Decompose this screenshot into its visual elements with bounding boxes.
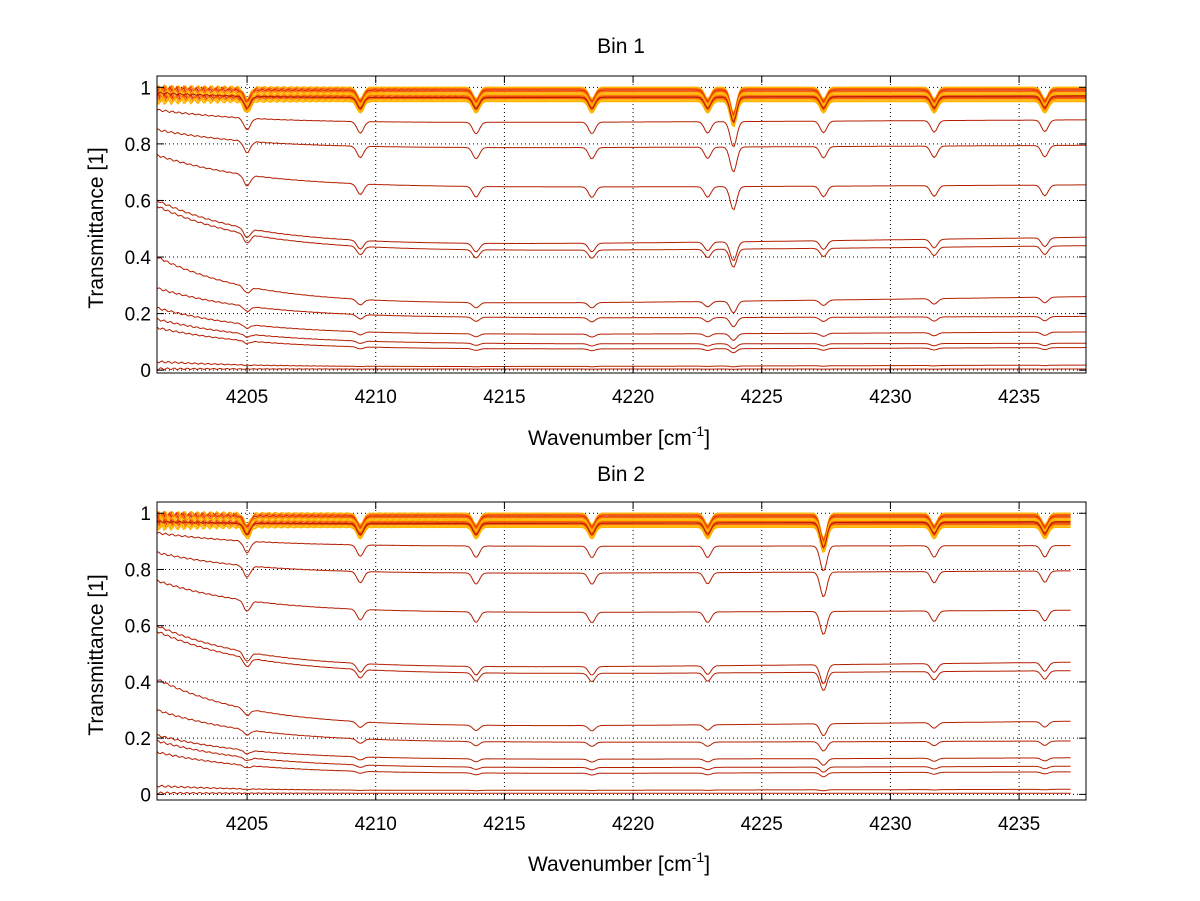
x-tick-label: 4235 [998,387,1040,408]
spectrum-line [156,97,1086,128]
y-tick-label: 0.4 [125,673,152,694]
spectrum-line [157,257,1086,314]
spectrum-line [156,784,1071,792]
x-tick-label: 4220 [612,387,654,408]
spectrum-line [156,520,1071,551]
x-tick-label: 4235 [998,814,1040,835]
spectrum-line [156,367,1086,371]
chart-title: Bin 1 [597,35,645,58]
x-tick-label: 4205 [226,387,268,408]
x-tick-label: 4215 [483,387,525,408]
spectrum-line [156,750,1071,778]
chart-panel-bin-2: Bin 2 4205 4210 4215 4220 4225 4230 4235 0 0.2 0.… [85,463,1087,876]
spectrum-line [156,153,1086,211]
spectrum-line [156,128,1086,173]
x-tick-label: 4225 [741,387,783,408]
x-axis-label: Wavenumber [cm-1] [528,423,710,450]
spectrum-line [156,199,1086,262]
spectrum-line [156,326,1086,354]
spectrum-line [156,739,1071,773]
chart-panel-bin-1: Bin 1 4205 4210 4215 4220 4225 4230 4235 0 0.2 0.… [85,35,1087,450]
spectrum-line [156,791,1071,795]
y-tick-label: 0 [140,361,151,382]
y-tick-label: 0.8 [125,560,151,581]
spectrum-line [156,317,1086,350]
y-tick-label: 1 [140,78,151,99]
spectrum-line [156,287,1086,328]
x-axis-label: Wavenumber [cm-1] [528,849,710,876]
ticks: 4205 4210 4215 4220 4225 4230 4235 0 0.2 0.4 0.6 0.… [125,502,1086,835]
y-axis-label: Transmittance [1] [85,574,108,735]
spectrum-line [156,360,1086,368]
x-tick-label: 4215 [483,814,525,835]
y-tick-label: 0 [140,785,151,806]
spectrum-line [156,734,1071,766]
x-tick-label: 4230 [869,387,911,408]
y-tick-label: 0.6 [125,617,151,638]
series-group [156,84,1087,371]
spectrum-line [156,91,1086,123]
x-tick-label: 4230 [869,814,911,835]
spectrum-line [156,206,1086,268]
spectrum-line [156,514,1071,545]
y-axis-label: Transmittance [1] [85,147,108,308]
spectrum-line [156,511,1071,542]
series-group [156,510,1071,795]
chart-title: Bin 2 [597,463,645,486]
spectrum-line [156,631,1071,691]
spectrum-line [156,709,1071,752]
spectrum-line [156,520,1071,548]
spectrum-line [156,579,1071,635]
ticks: 4205 4210 4215 4220 4225 4230 4235 0 0.2 0.4 0.6 0.… [125,76,1086,408]
y-tick-label: 0.8 [125,135,151,156]
spectrum-line [156,108,1087,148]
y-tick-label: 0.2 [125,729,151,750]
x-tick-label: 4205 [226,814,268,835]
spectrum-line [156,521,1071,552]
spectrum-line [156,679,1071,737]
y-tick-label: 0.6 [125,191,151,212]
spectrum-line [156,510,1071,539]
y-tick-label: 1 [140,504,151,525]
x-tick-label: 4225 [741,814,783,835]
y-tick-label: 0.4 [125,248,152,269]
spectrum-line [157,551,1071,598]
spectrum-line [156,516,1071,546]
x-tick-label: 4220 [612,814,654,835]
spectrum-line [156,512,1071,544]
spectrum-line [156,531,1071,572]
x-tick-label: 4210 [355,387,397,408]
spectrum-line [156,624,1071,685]
x-tick-label: 4210 [355,814,397,835]
spectrum-line [156,306,1086,341]
axes-box [156,501,1087,801]
spectrum-line [156,510,1071,541]
axes-box [156,75,1087,374]
spectrum-line [156,522,1071,553]
y-tick-label: 0.2 [125,305,151,326]
